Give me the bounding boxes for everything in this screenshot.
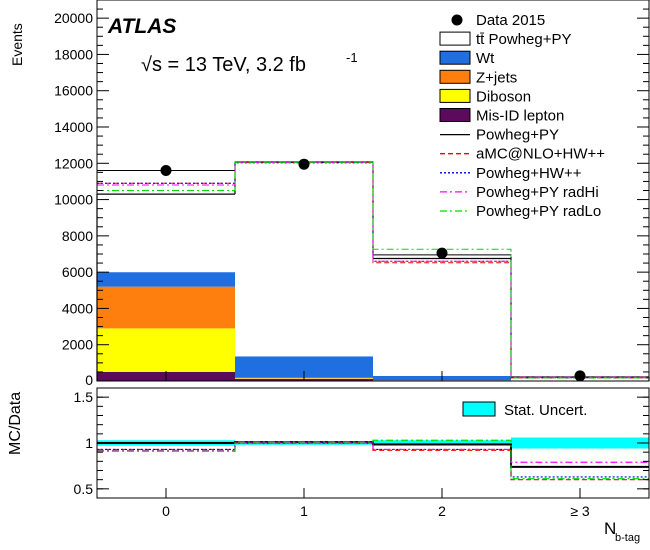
- stack-bar-4-bin-1: [235, 162, 373, 357]
- energy-superscript: -1: [346, 50, 358, 65]
- legend-label-9: Powheg+PY radHi: [476, 184, 599, 201]
- data-point-bin-1: [298, 158, 310, 170]
- y-tick-label-ratio-1: 1: [85, 435, 93, 451]
- y-tick-label-top-zero: 0: [85, 372, 93, 388]
- y-tick-label-ratio-2: 1.5: [74, 389, 94, 405]
- energy-lumi-label: √s = 13 TeV, 3.2 fb -1: [141, 50, 358, 76]
- y-tick-label-top-8: 18000: [54, 46, 93, 62]
- y-tick-label-top-7: 16000: [54, 83, 93, 99]
- stack-bar-2-bin-0: [97, 286, 235, 329]
- legend-label-2: Wt: [476, 50, 495, 67]
- data-point-bin-2: [436, 247, 448, 259]
- legend-label-1: tt̄ Powheg+PY: [476, 31, 571, 48]
- stack-bar-1-bin-0: [97, 328, 235, 372]
- y-tick-label-top-6: 14000: [54, 119, 93, 135]
- data-point-bin-0: [160, 165, 172, 177]
- stat-uncert-legend-swatch: [462, 401, 496, 417]
- x-tick-label-0: 0: [162, 503, 170, 519]
- ratio-legend: Stat. Uncert.: [462, 401, 587, 419]
- legend-label-4: Diboson: [476, 88, 531, 105]
- x-axis-title: N b-tag: [604, 519, 640, 544]
- stack-bar-3-bin-0: [97, 272, 235, 287]
- stack-bar-3-bin-1: [235, 356, 373, 378]
- x-tick-label-3: ≥ 3: [570, 503, 590, 519]
- legend-label-10: Powheg+PY radLo: [476, 203, 601, 220]
- atlas-label: ATLAS: [107, 15, 176, 38]
- variation-line-4: [97, 161, 649, 379]
- x-axis-title-sub: b-tag: [615, 532, 640, 544]
- legend-swatch-5: [439, 108, 471, 122]
- y-axis-title-top: Events: [9, 23, 25, 66]
- main-panel: 2000 4000 6000 8000 10000 12000 14000 16000 1800…: [54, 0, 650, 388]
- ratio-panel: 0.5 1 1.5 0 1 2 ≥ 3: [74, 387, 650, 519]
- stack-bar-4-bin-0: [97, 194, 235, 273]
- x-tick-label-2: 2: [438, 503, 446, 519]
- legend-swatch-3: [439, 69, 471, 84]
- y-tick-label-top-2: 6000: [62, 264, 93, 280]
- y-tick-label-top-1: 4000: [62, 300, 93, 316]
- legend-label-8: Powheg+HW++: [476, 165, 582, 182]
- y-axis-title-ratio: MC/Data: [7, 392, 24, 455]
- stack-bar-4-bin-2: [373, 258, 511, 376]
- y-tick-label-top-0: 2000: [62, 337, 93, 353]
- stat-uncert-band-bin-2: [373, 440, 511, 446]
- legend-label-5: Mis-ID lepton: [476, 108, 564, 125]
- y-tick-label-top-5: 12000: [54, 155, 93, 171]
- legend: Data 2015 tt̄ Powheg+PY Wt Z+jets Diboson Mis…: [439, 12, 605, 220]
- x-tick-label-1: 1: [300, 503, 308, 519]
- y-tick-label-top-3: 8000: [62, 228, 93, 244]
- y-tick-label-top-4: 10000: [54, 192, 93, 208]
- legend-swatch-1: [439, 31, 471, 46]
- y-tick-label-top-9: 20000: [54, 10, 93, 26]
- energy-label: √s = 13 TeV, 3.2 fb: [141, 54, 306, 76]
- x-axis-title-main: N: [604, 519, 616, 538]
- ratio-line-4: [97, 439, 649, 480]
- y-tick-label-ratio-0: 0.5: [74, 481, 94, 497]
- stat-uncert-band-bin-3: [511, 437, 649, 449]
- legend-swatch-4: [439, 88, 471, 103]
- legend-marker-data: [451, 14, 463, 26]
- legend-label-7: aMC@NLO+HW++: [476, 146, 605, 163]
- legend-label-0: Data 2015: [476, 12, 545, 29]
- stat-uncert-legend-label: Stat. Uncert.: [504, 402, 587, 419]
- legend-swatch-2: [439, 50, 471, 65]
- legend-label-6: Powheg+PY: [476, 127, 559, 144]
- legend-label-3: Z+jets: [476, 69, 517, 86]
- variation-line-3: [97, 161, 649, 378]
